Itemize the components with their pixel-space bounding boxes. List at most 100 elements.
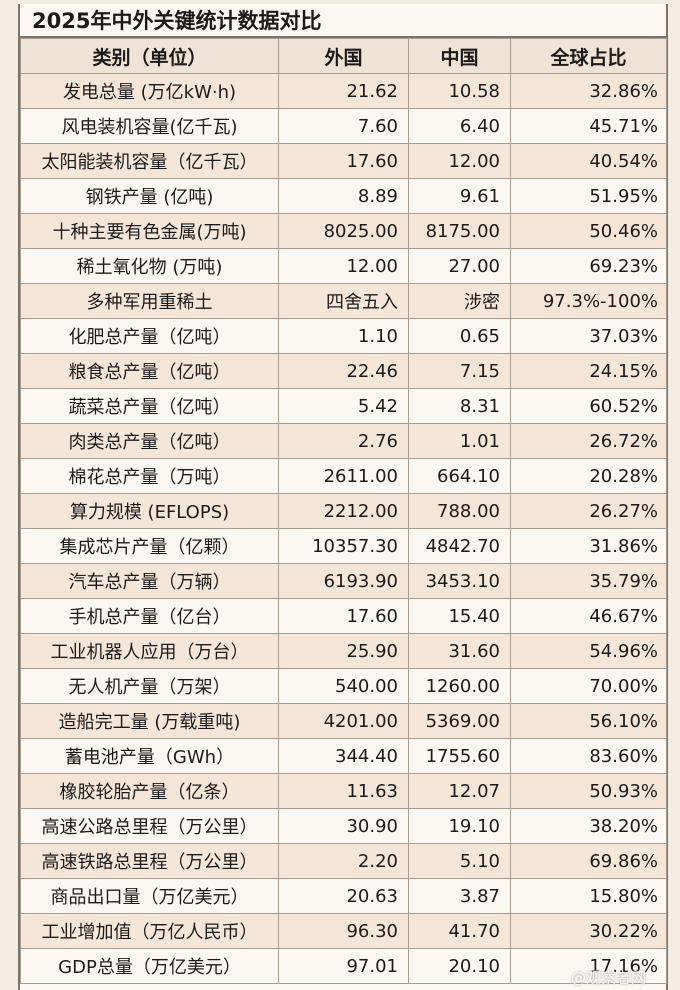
- table-row: 手机总产量（亿台） 17.60 15.40 46.67%: [20, 598, 667, 634]
- cell-china: 41.70: [408, 913, 511, 949]
- cell-china: 19.10: [408, 808, 511, 844]
- cell-china: 4842.70: [408, 528, 511, 564]
- cell-foreign: 2.76: [278, 423, 409, 459]
- cell-global-share: 70.00%: [510, 668, 667, 704]
- table-row: 风电装机容量(亿千瓦) 7.60 6.40 45.71%: [20, 108, 667, 144]
- cell-china: 664.10: [408, 458, 511, 494]
- table-row: 高速铁路总里程（万公里） 2.20 5.10 69.86%: [20, 843, 667, 879]
- table-row: 工业增加值（万亿人民币） 96.30 41.70 30.22%: [20, 913, 667, 949]
- cell-global-share: 40.54%: [510, 143, 667, 179]
- table-row: 稀土氧化物 (万吨) 12.00 27.00 69.23%: [20, 248, 667, 284]
- watermark-text: @观察者网: [570, 969, 646, 987]
- cell-foreign: 1.10: [278, 318, 409, 354]
- cell-global-share: 26.72%: [510, 423, 667, 459]
- cell-global-share: 31.86%: [510, 528, 667, 564]
- cell-foreign: 22.46: [278, 353, 409, 389]
- cell-foreign: 5.42: [278, 388, 409, 424]
- table-row: 棉花总产量（万吨） 2611.00 664.10 20.28%: [20, 458, 667, 494]
- cell-foreign: 2.20: [278, 843, 409, 879]
- table-row: 高速公路总里程（万公里） 30.90 19.10 38.20%: [20, 808, 667, 844]
- cell-global-share: 97.3%-100%: [510, 283, 667, 319]
- cell-foreign: 2611.00: [278, 458, 409, 494]
- cell-global-share: 51.95%: [510, 178, 667, 214]
- cell-foreign: 21.62: [278, 73, 409, 109]
- cell-foreign: 6193.90: [278, 563, 409, 599]
- table-row: 无人机产量（万架） 540.00 1260.00 70.00%: [20, 668, 667, 704]
- cell-category: 风电装机容量(亿千瓦): [20, 108, 279, 144]
- cell-china: 8175.00: [408, 213, 511, 249]
- cell-category: 造船完工量 (万载重吨): [20, 703, 279, 739]
- cell-global-share: 50.93%: [510, 773, 667, 809]
- table-row: 算力规模 (EFLOPS) 2212.00 788.00 26.27%: [20, 493, 667, 529]
- cell-foreign: 97.01: [278, 948, 409, 984]
- table-row: 集成芯片产量（亿颗） 10357.30 4842.70 31.86%: [20, 528, 667, 564]
- cell-foreign: 17.60: [278, 143, 409, 179]
- cell-china: 15.40: [408, 598, 511, 634]
- cell-category: 蔬菜总产量（亿吨）: [20, 388, 279, 424]
- cell-china: 12.00: [408, 143, 511, 179]
- cell-global-share: 38.20%: [510, 808, 667, 844]
- cell-global-share: 17.16%: [510, 948, 667, 984]
- cell-foreign: 540.00: [278, 668, 409, 704]
- cell-global-share: 26.27%: [510, 493, 667, 529]
- cell-foreign: 4201.00: [278, 703, 409, 739]
- cell-china: 3.87: [408, 878, 511, 914]
- comparison-table: 类别（单位） 外国 中国 全球占比 发电总量 (万亿kW·h) 21.62 10.5…: [20, 38, 667, 984]
- cell-global-share: 37.03%: [510, 318, 667, 354]
- table-row: 造船完工量 (万载重吨) 4201.00 5369.00 56.10%: [20, 703, 667, 739]
- cell-foreign: 四舍五入: [278, 283, 409, 319]
- cell-china: 20.10: [408, 948, 511, 984]
- cell-global-share: 32.86%: [510, 73, 667, 109]
- header-foreign: 外国: [278, 38, 409, 74]
- table-row: GDP总量（万亿美元） 97.01 20.10 17.16%: [20, 948, 667, 984]
- table-row: 太阳能装机容量（亿千瓦） 17.60 12.00 40.54%: [20, 143, 667, 179]
- cell-foreign: 8.89: [278, 178, 409, 214]
- cell-global-share: 50.46%: [510, 213, 667, 249]
- table-row: 多种军用重稀土 四舍五入 涉密 97.3%-100%: [20, 283, 667, 319]
- cell-category: 工业机器人应用（万台）: [20, 633, 279, 669]
- cell-category: 汽车总产量（万辆）: [20, 563, 279, 599]
- stats-table-sheet: 2025年中外关键统计数据对比 类别（单位） 外国 中国 全球占比 发电总量 (…: [18, 4, 668, 990]
- cell-china: 1755.60: [408, 738, 511, 774]
- cell-china: 涉密: [408, 283, 511, 319]
- cell-global-share: 24.15%: [510, 353, 667, 389]
- cell-category: 多种军用重稀土: [20, 283, 279, 319]
- table-row: 橡胶轮胎产量（亿条） 11.63 12.07 50.93%: [20, 773, 667, 809]
- table-row: 粮食总产量（亿吨） 22.46 7.15 24.15%: [20, 353, 667, 389]
- cell-foreign: 8025.00: [278, 213, 409, 249]
- cell-global-share: 69.86%: [510, 843, 667, 879]
- cell-foreign: 96.30: [278, 913, 409, 949]
- cell-china: 27.00: [408, 248, 511, 284]
- cell-china: 9.61: [408, 178, 511, 214]
- cell-china: 10.58: [408, 73, 511, 109]
- cell-foreign: 12.00: [278, 248, 409, 284]
- cell-global-share: 35.79%: [510, 563, 667, 599]
- cell-foreign: 11.63: [278, 773, 409, 809]
- header-global-share: 全球占比: [510, 38, 667, 74]
- cell-foreign: 2212.00: [278, 493, 409, 529]
- cell-china: 3453.10: [408, 563, 511, 599]
- cell-category: 棉花总产量（万吨）: [20, 458, 279, 494]
- cell-china: 12.07: [408, 773, 511, 809]
- cell-global-share: 60.52%: [510, 388, 667, 424]
- cell-category: 无人机产量（万架）: [20, 668, 279, 704]
- table-row: 工业机器人应用（万台） 25.90 31.60 54.96%: [20, 633, 667, 669]
- cell-category: 蓄电池产量（GWh）: [20, 738, 279, 774]
- cell-china: 5.10: [408, 843, 511, 879]
- cell-china: 31.60: [408, 633, 511, 669]
- cell-global-share: 69.23%: [510, 248, 667, 284]
- cell-china: 8.31: [408, 388, 511, 424]
- cell-global-share: 30.22%: [510, 913, 667, 949]
- cell-category: 太阳能装机容量（亿千瓦）: [20, 143, 279, 179]
- cell-category: 橡胶轮胎产量（亿条）: [20, 773, 279, 809]
- table-row: 化肥总产量（亿吨） 1.10 0.65 37.03%: [20, 318, 667, 354]
- cell-category: 粮食总产量（亿吨）: [20, 353, 279, 389]
- cell-foreign: 10357.30: [278, 528, 409, 564]
- cell-foreign: 30.90: [278, 808, 409, 844]
- cell-global-share: 15.80%: [510, 878, 667, 914]
- cell-foreign: 7.60: [278, 108, 409, 144]
- cell-china: 1260.00: [408, 668, 511, 704]
- table-body: 发电总量 (万亿kW·h) 21.62 10.58 32.86% 风电装机容量(亿千瓦)…: [20, 73, 667, 984]
- table-row: 钢铁产量 (亿吨) 8.89 9.61 51.95%: [20, 178, 667, 214]
- cell-foreign: 17.60: [278, 598, 409, 634]
